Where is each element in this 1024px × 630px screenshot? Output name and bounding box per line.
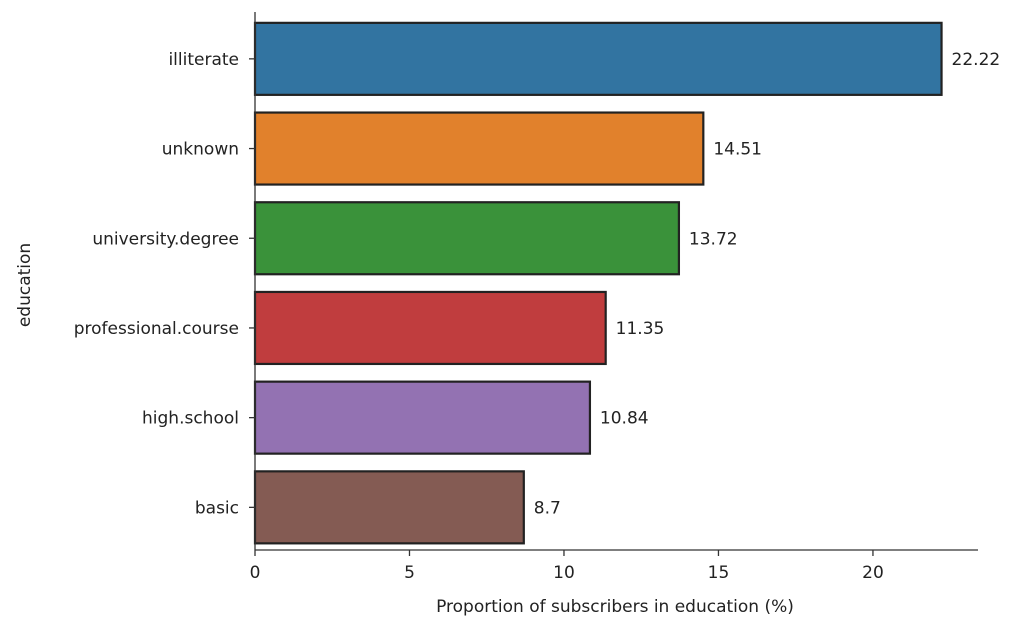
y-tick-label-illiterate: illiterate: [168, 50, 239, 70]
x-tick-label-20: 20: [862, 563, 884, 583]
data-labels-layer: 22.22 14.51 13.72 11.35 10.84 8.7: [534, 50, 1000, 518]
x-axis-title: Proportion of subscribers in education (…: [436, 597, 794, 617]
data-label-professional-course: 11.35: [616, 319, 665, 339]
y-tick-label-university-degree: university.degree: [92, 229, 239, 249]
bar-high-school: [253, 380, 592, 455]
y-tick-label-unknown: unknown: [162, 140, 239, 160]
bar-university-degree: [253, 201, 681, 276]
y-tick-label-professional-course: professional.course: [74, 319, 239, 339]
bar-illiterate: [253, 21, 943, 96]
data-label-university-degree: 13.72: [689, 229, 738, 249]
bar-unknown: [253, 111, 705, 186]
data-label-illiterate: 22.22: [952, 50, 1001, 70]
y-axis-title: education: [15, 243, 35, 327]
x-tick-label-15: 15: [708, 563, 730, 583]
y-tick-label-basic: basic: [195, 498, 239, 518]
y-tick-label-high-school: high.school: [142, 409, 239, 429]
bars-layer: [253, 21, 943, 545]
data-label-basic: 8.7: [534, 498, 561, 518]
data-label-high-school: 10.84: [600, 409, 649, 429]
x-tick-label-0: 0: [250, 563, 261, 583]
x-tick-label-10: 10: [553, 563, 575, 583]
x-tick-label-5: 5: [404, 563, 415, 583]
axes-layer: illiterate unknown university.degree profes…: [74, 12, 978, 583]
bar-basic: [253, 470, 525, 545]
bar-professional-course: [253, 290, 607, 366]
data-label-unknown: 14.51: [713, 140, 762, 160]
